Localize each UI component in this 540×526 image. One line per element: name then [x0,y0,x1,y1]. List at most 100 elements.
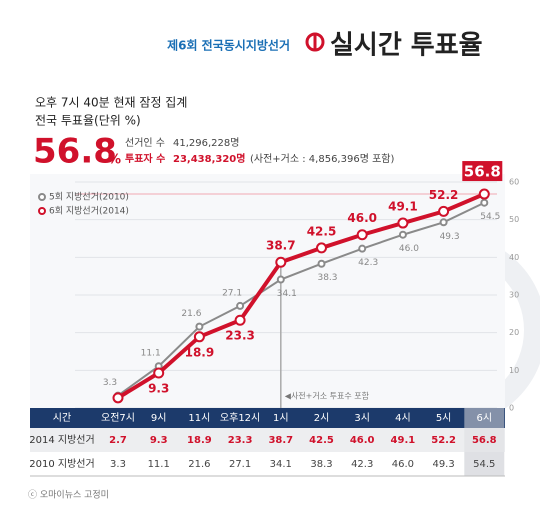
y-tick-label: 50 [509,215,519,224]
table-header-bg [30,408,505,428]
series-line [116,192,486,400]
plot-bg [30,174,505,408]
point [397,217,409,229]
headline: 56.8 [33,132,117,172]
series-line [117,201,485,397]
value-label: 27.1 [222,288,242,298]
time-note: 오후 7시 40분 현재 잠정 집계 [35,96,187,110]
table-cell: 2.7 [109,435,127,446]
value-label: 46.0 [347,211,377,225]
value-label: 23.3 [225,329,255,343]
point [317,259,326,268]
x-tick-label: 2시 [314,412,330,424]
table-cell: 27.1 [229,459,251,470]
table-cell: 38.3 [310,459,332,470]
table-cell: 49.3 [432,459,454,470]
value-label: 42.5 [307,224,337,238]
point [112,392,124,404]
point [193,331,205,343]
y-tick-label: 40 [509,253,519,262]
turnout: 23,438,320명 [173,152,245,165]
x-tick-label: 오전7시 [101,412,135,424]
value-label: 38.7 [266,239,296,253]
y-tick-label: 30 [509,291,519,300]
point [276,275,285,284]
headline-unit: % [108,153,121,168]
value-label: 21.6 [181,309,201,319]
table-cell: 23.3 [228,435,253,446]
value-label: 49.1 [388,200,418,214]
logo [305,32,325,52]
table-cell: 3.3 [110,459,126,470]
table-cell: 52.2 [431,435,456,446]
value-label-box [462,161,503,182]
table-cell: 56.8 [472,435,497,446]
table-cell: 21.6 [188,459,210,470]
x-tick-label: 9시 [151,412,167,424]
value-label: 49.3 [440,232,460,242]
value-label: 11.1 [141,349,161,359]
table-cell: 46.0 [392,459,414,470]
point [153,367,165,379]
row-label: 2010 지방선거 [29,458,94,470]
point [439,218,448,227]
value-label: 38.3 [317,273,337,283]
table-cell: 11.1 [148,459,170,470]
title: 실시간 투표율 [330,31,483,61]
value-label: 42.3 [358,258,378,268]
point [236,301,245,310]
value-label: 46.0 [399,244,419,254]
y-tick-label: 10 [509,366,519,375]
point [480,198,489,207]
x-tick-label: 4시 [395,412,411,424]
value-label: 34.1 [277,289,297,299]
unit-note: 전국 투표율(단위 %) [35,114,141,128]
table-cell: 42.3 [351,459,373,470]
point [234,314,246,326]
table-cell: 42.5 [309,435,334,446]
value-label: 56.8 [464,163,501,181]
x-tick-label: 1시 [273,412,289,424]
y-tick-label: 60 [509,178,519,187]
table-cell: 34.1 [270,459,292,470]
y-tick-label: 0 [509,404,514,413]
turnout-note: (사전+거소 : 4,856,396명 포함) [250,153,394,165]
x-tick-label: 3시 [354,412,370,424]
table-cell: 54.5 [473,459,495,470]
table-cell: 9.3 [150,435,168,446]
point [356,229,368,241]
value-label: 3.3 [103,378,117,388]
point [478,188,490,200]
legend-marker [38,207,46,215]
table-cell: 18.9 [187,435,212,446]
value-label: 52.2 [429,188,459,202]
point [438,205,450,217]
point [358,244,367,253]
legend-label: 6회 지방선거(2014) [49,206,129,217]
x-tick-label: 11시 [188,412,210,424]
x-tick-label: 6시 [477,412,493,424]
turnout-label: 투표자 수 [125,152,165,165]
table-cell: 38.7 [268,435,293,446]
legend-marker [38,193,46,201]
x-tick-label: 5시 [436,412,452,424]
point [195,322,204,331]
x-tick-label: 오후12시 [220,412,260,424]
value-label: 54.5 [480,212,500,222]
y-tick-label: 20 [509,328,519,337]
value-label: 9.3 [148,381,169,395]
point [275,256,287,268]
voters-label: 선거인 수 [125,137,165,149]
footer: ⓒ 오마이뉴스 고정미 [28,490,109,501]
value-label: 18.9 [185,345,215,359]
legend-label: 5회 지방선거(2010) [49,192,129,203]
annotation: ◀사전+거소 투표수 포함 [285,391,370,401]
table-row-bg [30,428,505,452]
table-header: 시간 [53,412,71,424]
table-cell: 49.1 [391,435,416,446]
row-label: 2014 지방선거 [29,434,94,446]
voters: 41,296,228명 [173,137,239,149]
table-cell: 46.0 [350,435,375,446]
point [398,230,407,239]
